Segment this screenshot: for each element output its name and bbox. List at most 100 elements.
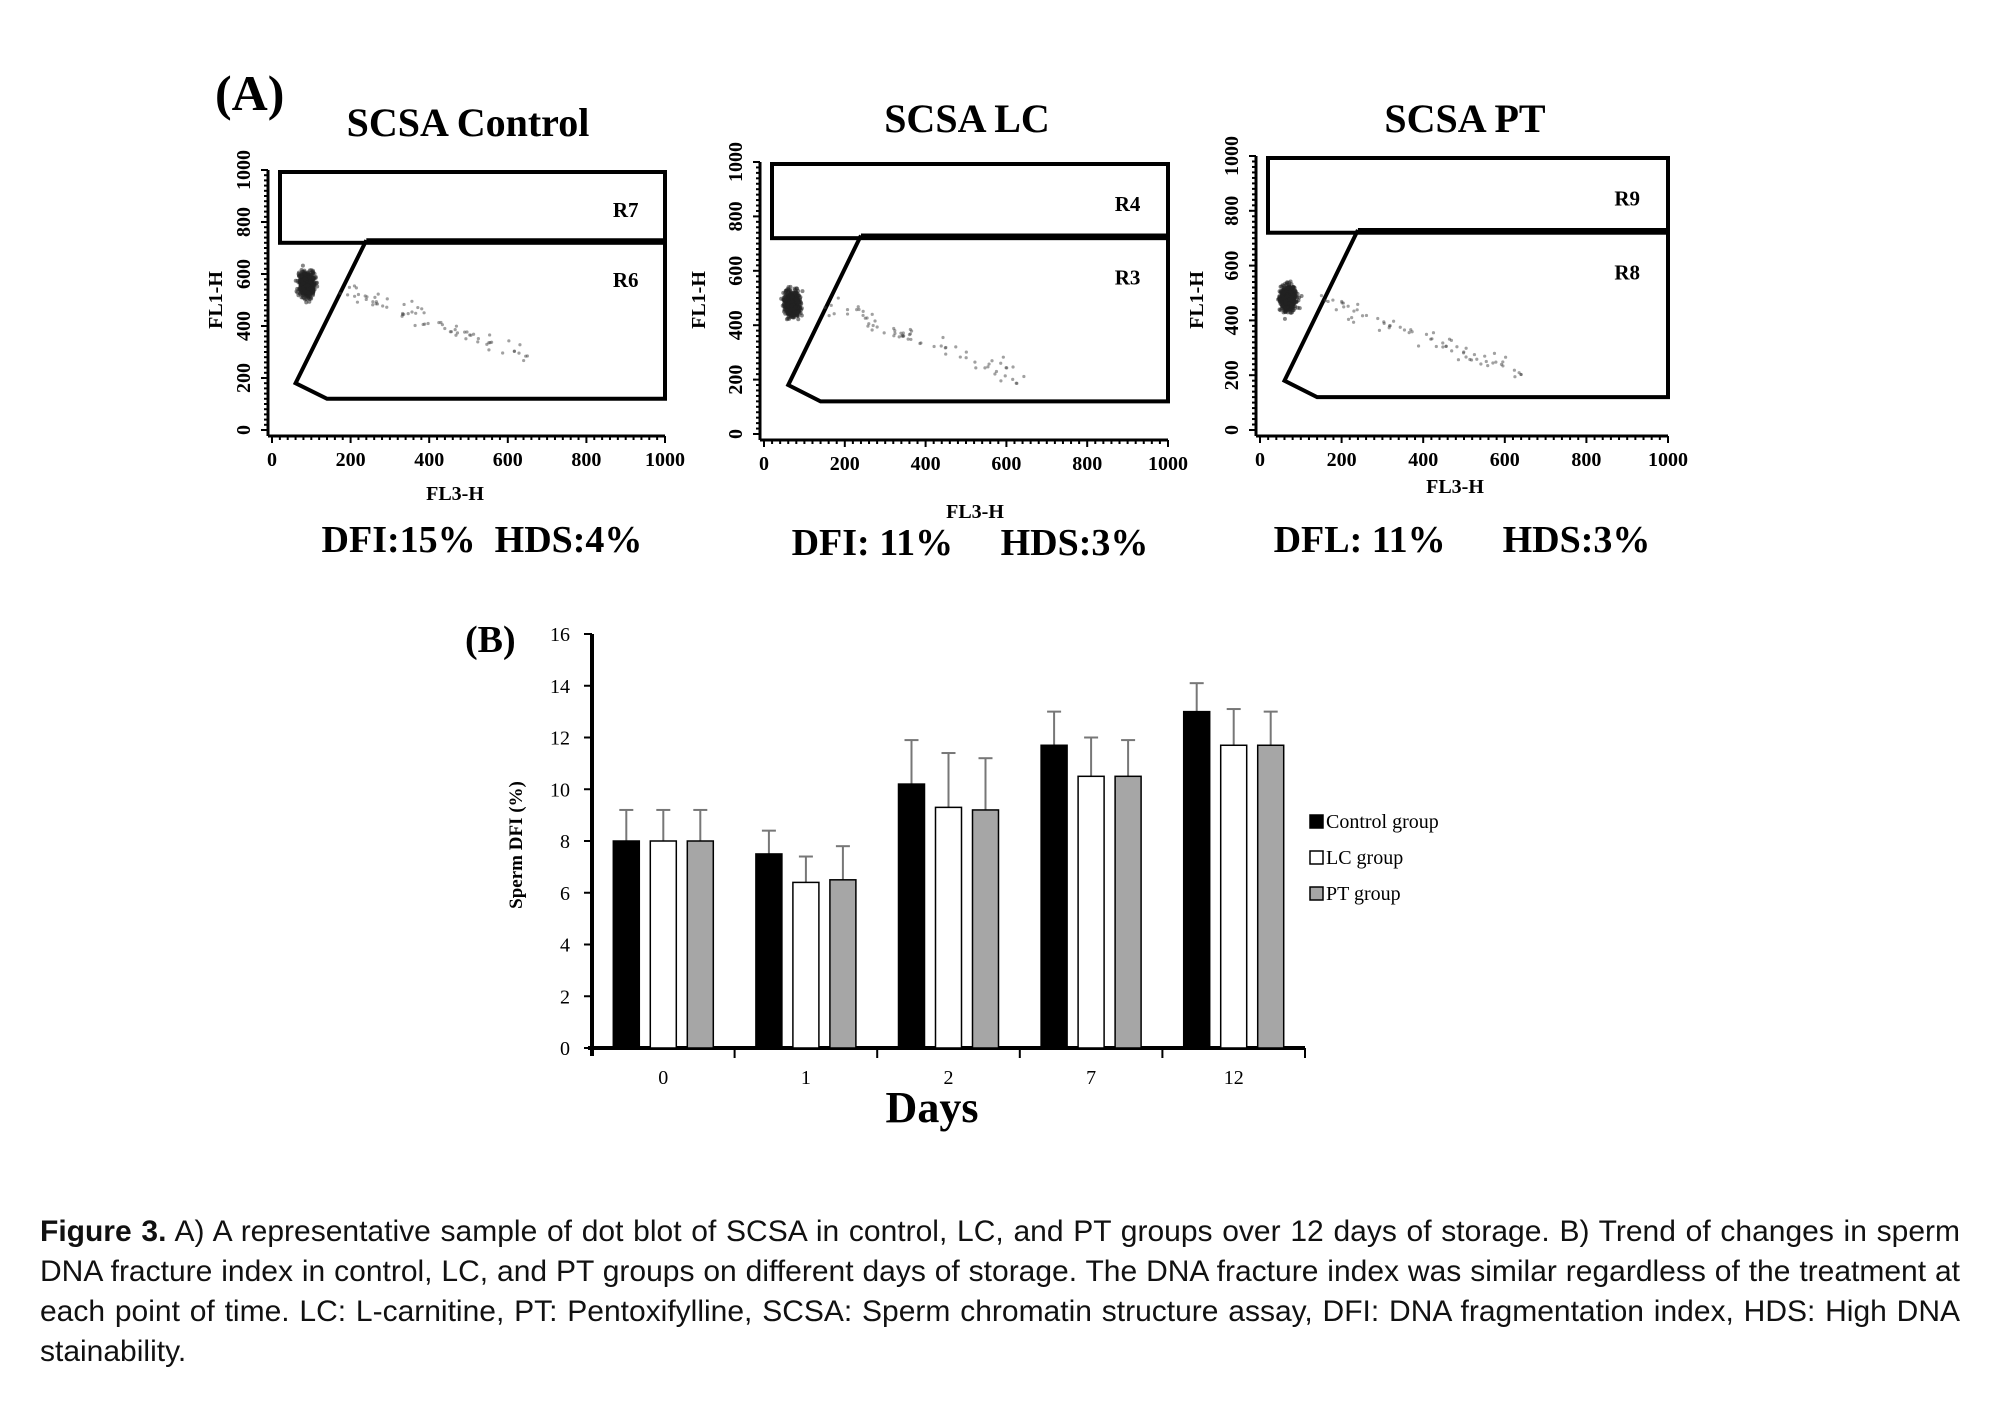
event-dot	[303, 297, 308, 302]
bar-lc-group	[792, 881, 820, 1049]
event-dot	[402, 312, 406, 316]
x-tick-label: 800	[1571, 449, 1601, 471]
gate-region-lower	[292, 238, 667, 401]
y-tick-label: 0	[725, 429, 747, 439]
bar-lc-group	[1077, 775, 1105, 1049]
event-dot	[1292, 285, 1297, 290]
bar-pt-group	[971, 809, 1000, 1049]
event-dot	[309, 296, 314, 301]
event-dot	[845, 312, 850, 316]
event-dot	[1283, 309, 1288, 314]
bar-lc-group	[934, 806, 963, 1049]
event-dot	[785, 302, 790, 307]
event-dot	[476, 336, 480, 341]
y-tick-label: 200	[1221, 360, 1243, 390]
event-dot	[829, 303, 833, 307]
event-dot	[301, 287, 306, 292]
dot-plot-3: SCSA PT 0 200 400 600 800 1000 0 200 400 600 800 100…	[1186, 96, 1688, 561]
event-dot	[836, 296, 840, 300]
event-dot	[1486, 363, 1490, 368]
x-tick-label: 1000	[1648, 449, 1688, 471]
event-dot	[954, 345, 958, 349]
event-dot	[364, 297, 368, 302]
event-dot	[468, 333, 472, 337]
legend: Control group LC group PT group	[1309, 811, 1439, 905]
x-tick-label: 400	[1408, 449, 1438, 471]
event-dot	[1003, 374, 1007, 378]
legend-label: Control group	[1326, 811, 1439, 833]
event-dot	[857, 307, 861, 312]
event-dot	[305, 283, 310, 288]
event-dot	[300, 281, 305, 286]
event-dot	[827, 314, 831, 318]
event-dot	[471, 332, 476, 336]
event-dot	[314, 280, 319, 285]
event-dot	[784, 308, 789, 313]
event-dot	[346, 293, 350, 297]
y-tick-label: 1000	[1221, 136, 1243, 176]
event-dot	[413, 323, 417, 328]
event-dot	[464, 337, 468, 341]
event-dot	[1483, 354, 1487, 358]
event-dot	[312, 271, 317, 276]
event-dot	[1346, 317, 1351, 321]
y-tick-label: 600	[1221, 251, 1243, 281]
event-dot	[899, 331, 903, 335]
event-dot	[1350, 316, 1354, 320]
event-dot	[449, 330, 454, 334]
event-dot	[780, 303, 785, 308]
x-tick-label: 200	[830, 453, 860, 475]
event-dot	[870, 328, 874, 332]
x-tick-label: 600	[1490, 449, 1520, 471]
event-dot	[1001, 355, 1005, 359]
event-dot	[1450, 349, 1454, 353]
event-dot	[311, 292, 316, 297]
event-dot	[1456, 358, 1461, 362]
event-dot	[974, 366, 978, 370]
event-dot	[306, 290, 311, 295]
event-dot	[1014, 381, 1018, 385]
x-tick-label: 800	[571, 449, 601, 471]
event-dot	[790, 312, 795, 317]
x-axis-label: FL3-H	[946, 501, 1004, 523]
event-dot	[1011, 365, 1015, 369]
event-dot	[1492, 351, 1497, 355]
y-axis-label: FL1-H	[205, 271, 227, 329]
event-dot	[958, 355, 962, 359]
event-dot	[353, 294, 357, 298]
event-dot	[1326, 299, 1330, 304]
x-tick-label: 1	[801, 1067, 811, 1089]
gate-region-upper	[1266, 156, 1670, 235]
y-tick-label: 200	[725, 365, 747, 395]
event-dot	[402, 302, 406, 307]
event-dot	[855, 307, 859, 312]
event-dot	[944, 345, 948, 350]
event-dot	[1289, 305, 1294, 310]
event-dot	[373, 295, 377, 299]
x-tick-label: 2	[944, 1067, 954, 1089]
event-dot	[999, 361, 1003, 365]
x-tick-label: 0	[759, 453, 769, 475]
x-tick-label: 0	[1255, 449, 1265, 471]
event-dot	[800, 289, 805, 294]
legend-swatch	[1309, 814, 1324, 829]
bar-control-group	[897, 783, 926, 1049]
event-dot	[932, 344, 936, 349]
event-dot	[1281, 296, 1286, 301]
event-dot	[302, 277, 307, 282]
event-dot	[455, 331, 460, 335]
event-dot	[406, 312, 410, 316]
event-dot	[873, 319, 877, 323]
y-tick-label: 400	[725, 310, 747, 340]
bar-pt-group	[686, 840, 715, 1049]
event-dot	[1391, 319, 1396, 323]
event-dot	[1464, 355, 1468, 359]
event-dot	[1351, 320, 1356, 324]
x-tick-label: 1000	[645, 449, 685, 471]
event-dot	[867, 322, 871, 326]
event-dot	[1376, 316, 1380, 321]
event-dot	[964, 350, 968, 354]
region-label-upper: R9	[1614, 186, 1640, 210]
event-dot	[518, 343, 522, 347]
